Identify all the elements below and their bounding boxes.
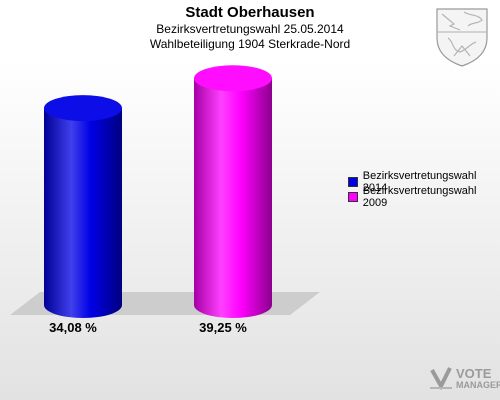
- bars-group: [44, 65, 272, 318]
- chart-title: Stadt Oberhausen: [185, 4, 315, 21]
- chart-header: Stadt Oberhausen Bezirksvertretungswahl …: [0, 4, 500, 52]
- bar-top-0: [44, 95, 122, 122]
- chart-subtitle-election: Bezirksvertretungswahl 25.05.2014: [156, 22, 344, 36]
- votemanager-logo: VOTE MANAGER: [428, 364, 500, 392]
- bar-top-1: [194, 65, 272, 92]
- legend-swatch-2009: [348, 191, 358, 202]
- coat-of-arms-icon: [434, 6, 490, 73]
- value-label-2014: 34,08 %: [49, 320, 97, 335]
- chart-subtitle-district: Wahlbeteiligung 1904 Sterkrade-Nord: [149, 37, 351, 51]
- legend-item-2014: Bezirksvertretungswahl 2014: [348, 170, 500, 194]
- bar-body-1: [194, 78, 272, 318]
- legend-item-2009: Bezirksvertretungswahl 2009: [348, 185, 500, 209]
- votemanager-logo-icon: [430, 367, 452, 391]
- watermark-manager: MANAGER: [456, 379, 500, 390]
- value-label-2009: 39,25 %: [199, 320, 247, 335]
- watermark-vote: VOTE: [456, 365, 492, 381]
- legend-label-2014: Bezirksvertretungswahl 2014: [362, 169, 477, 194]
- legend-swatch-2014: [348, 176, 358, 187]
- bar-body-0: [44, 108, 122, 318]
- legend-label-2009: Bezirksvertretungswahl 2009: [362, 184, 477, 209]
- legend: Bezirksvertretungswahl 2014 Bezirksvertr…: [348, 170, 500, 209]
